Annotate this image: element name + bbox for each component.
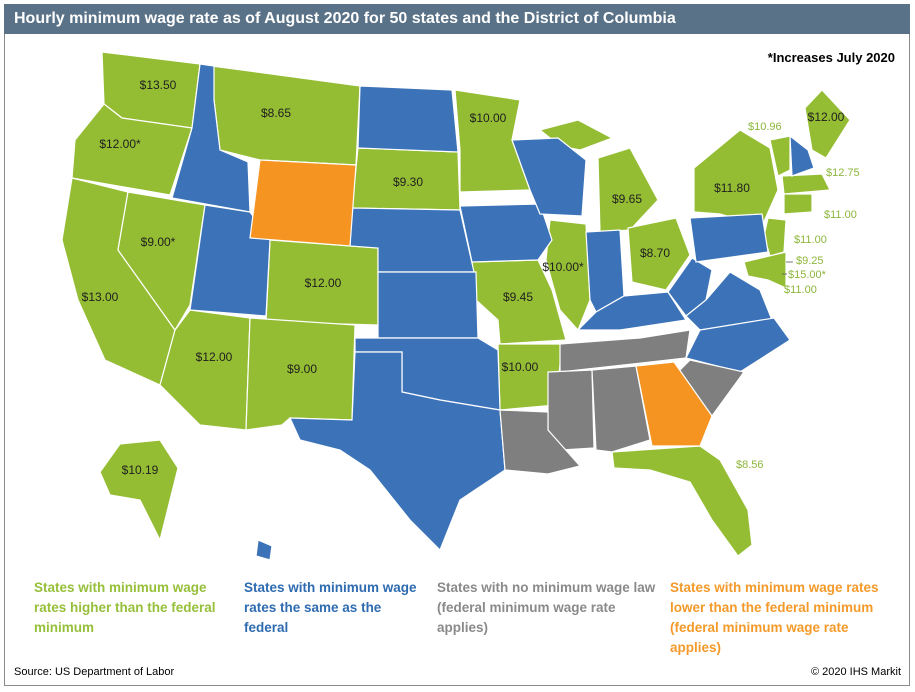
label-arizona: $12.00 [196, 350, 233, 364]
state-missouri [471, 259, 567, 345]
legend-same: States with minimum wage rates the same … [244, 580, 417, 635]
state-iowa [459, 203, 553, 263]
state-tennessee [559, 329, 691, 373]
state-alabama [591, 365, 651, 453]
state-texas [289, 351, 506, 552]
state-nevada [117, 191, 206, 332]
state-vermont [769, 135, 791, 177]
label-south-dakota: $9.30 [393, 175, 423, 189]
label-vermont: $10.96 [748, 121, 782, 133]
label-rhode-island: $11.00 [824, 209, 857, 221]
state-new-hampshire [789, 134, 815, 177]
state-massachusetts [781, 173, 831, 195]
state-louisiana [499, 409, 582, 475]
map-title: Hourly minimum wage rate as of August 20… [4, 4, 910, 34]
label-new-jersey: $11.00 [794, 234, 827, 246]
state-utah [189, 204, 271, 317]
label-delaware: $9.25 [796, 255, 824, 267]
label-florida: $8.56 [736, 459, 764, 471]
label-ohio: $8.70 [640, 246, 670, 260]
label-maryland: $11.00 [784, 284, 817, 296]
label-montana: $8.65 [261, 106, 291, 120]
state-michigan [597, 147, 659, 233]
copyright-text: © 2020 IHS Markit [810, 666, 901, 678]
state-new-york [693, 129, 779, 227]
state-north-carolina [685, 317, 791, 373]
label-california: $13.00 [82, 290, 119, 304]
legend-none: States with no minimum wage law (federal… [437, 580, 656, 635]
state-ohio [627, 217, 691, 291]
state-kansas [377, 271, 479, 339]
state-hawaii [255, 539, 273, 561]
label-washington: $13.50 [140, 78, 177, 92]
label-massachusetts: $12.75 [826, 167, 860, 179]
label-minnesota: $10.00 [470, 111, 507, 125]
increase-note: *Increases July 2020 [767, 50, 895, 65]
label-alaska: $10.19 [122, 463, 159, 477]
state-north-dakota [357, 85, 459, 153]
label-new-mexico: $9.00 [287, 362, 317, 376]
state-idaho [171, 63, 251, 213]
state-wyoming [249, 159, 357, 247]
label-dc: $15.00* [788, 269, 827, 281]
label-maine: $12.00 [808, 110, 845, 124]
label-illinois: $10.00* [542, 260, 584, 274]
state-oregon [71, 103, 193, 196]
state-connecticut-ri [783, 193, 813, 215]
label-michigan: $9.65 [612, 192, 642, 206]
label-missouri: $9.45 [503, 290, 533, 304]
state-maine [804, 89, 851, 159]
legend-lower: States with minimum wage rates lower tha… [670, 580, 879, 655]
state-wisconsin [511, 137, 587, 217]
state-alaska [99, 439, 179, 542]
label-new-york: $11.80 [714, 181, 750, 195]
label-oregon: $12.00* [99, 137, 141, 151]
state-west-virginia [667, 257, 713, 317]
state-georgia [635, 361, 713, 447]
state-maryland-delaware [743, 251, 787, 289]
state-florida [611, 445, 753, 557]
label-colorado: $12.00 [305, 276, 342, 290]
source-text: Source: US Department of Labor [14, 666, 175, 678]
legend-higher: States with minimum wage rates higher th… [34, 580, 216, 635]
label-arkansas: $10.00 [502, 360, 539, 374]
label-nevada: $9.00* [141, 235, 176, 249]
state-pennsylvania [689, 213, 769, 263]
